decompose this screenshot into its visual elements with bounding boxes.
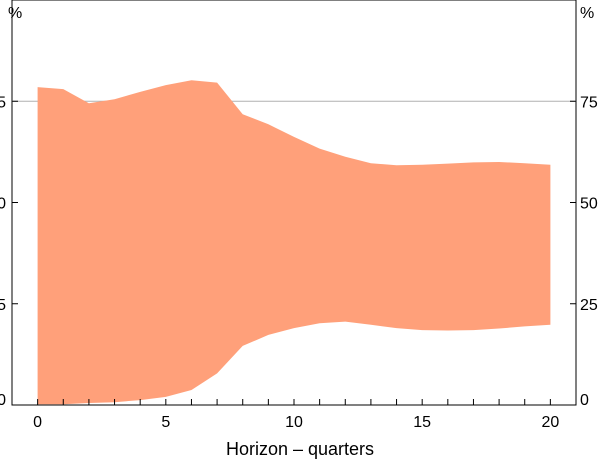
y-tick-label-right: 50 (580, 196, 598, 213)
tick-labels: 0 5 10 15 20 0 0 25 25 50 50 75 75 (0, 94, 598, 431)
x-tick-label: 20 (541, 414, 559, 431)
y-unit-left: % (8, 5, 22, 22)
y-tick-label-right: 25 (580, 297, 598, 314)
range-band (37, 80, 551, 405)
y-unit-right: % (580, 5, 594, 22)
y-tick-label-left: 50 (0, 196, 6, 213)
y-tick-label-left: 25 (0, 297, 6, 314)
x-tick-label: 10 (285, 414, 303, 431)
y-tick-label-left: 75 (0, 94, 6, 111)
x-tick-label: 15 (413, 414, 431, 431)
y-tick-label-right: 0 (580, 392, 589, 409)
y-tick-label-left: 0 (0, 392, 6, 409)
x-tick-label: 0 (33, 414, 42, 431)
x-axis-title: Horizon – quarters (226, 439, 374, 459)
x-tick-label: 5 (161, 414, 170, 431)
axis-ticks (12, 100, 576, 406)
y-tick-label-right: 75 (580, 94, 598, 111)
